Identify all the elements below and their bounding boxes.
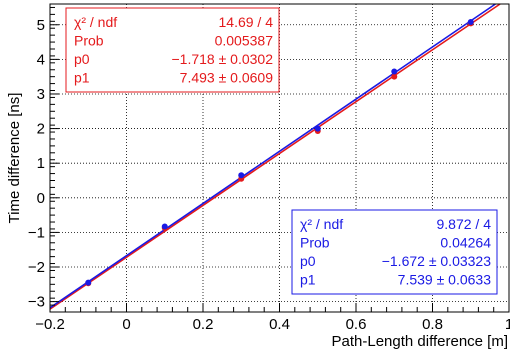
x-tick-label: 0 [122, 316, 130, 333]
stat-value: −1.672 ± 0.03323 [382, 253, 491, 269]
y-tick-label: 0 [37, 190, 45, 207]
x-tick-label: 1 [505, 316, 510, 333]
data-points [85, 18, 474, 287]
axis-ticks [49, 6, 510, 313]
stat-label: p1 [74, 70, 90, 86]
x-tick-labels: −0.2 0 0.2 0.4 0.6 0.8 1 [35, 316, 510, 333]
y-tick-label: 4 [37, 51, 45, 68]
stat-box-bottom-right: χ² / ndf 9.872 / 4 Prob 0.04264 p0 −1.672 ± 0… [291, 209, 498, 295]
x-axis-label: Path-Length difference [m] [332, 333, 509, 350]
x-tick-label: 0.6 [346, 316, 367, 333]
fit-stat-boxes: χ² / ndf 14.69 / 4 Prob 0.005387 p0 −1.718 ± … [65, 7, 498, 295]
stat-value: 7.493 ± 0.0609 [180, 70, 274, 86]
stat-label: p0 [74, 51, 90, 67]
y-tick-label: 5 [37, 17, 45, 34]
stat-label: p0 [300, 253, 316, 269]
x-tick-label: 0.4 [269, 316, 290, 333]
y-tick-label: −1 [28, 224, 45, 241]
fit-line-1 [49, 3, 496, 309]
data-point [314, 125, 321, 132]
data-point [238, 172, 245, 179]
y-tick-label: −2 [28, 259, 45, 276]
fit-line-0 [49, 3, 501, 310]
fit-lines [49, 3, 501, 310]
stat-value: 0.04264 [440, 235, 491, 251]
stat-value: 7.539 ± 0.0633 [398, 272, 492, 288]
x-tick-label: −0.2 [35, 316, 65, 333]
stat-label: χ² / ndf [300, 216, 343, 232]
data-point [391, 73, 398, 80]
stat-label: p1 [300, 272, 316, 288]
data-point [467, 18, 474, 25]
y-tick-label: 3 [37, 86, 45, 103]
data-point [391, 68, 398, 75]
stat-label: Prob [300, 235, 330, 251]
stat-box-top-left: χ² / ndf 14.69 / 4 Prob 0.005387 p0 −1.718 ± … [65, 7, 280, 93]
stat-value: 14.69 / 4 [219, 14, 274, 30]
data-point [161, 223, 168, 230]
y-tick-label: 2 [37, 121, 45, 138]
stat-value: −1.718 ± 0.0302 [172, 51, 274, 67]
y-axis-label: Time difference [ns] [6, 93, 23, 224]
stat-value: 9.872 / 4 [437, 216, 492, 232]
stat-label: χ² / ndf [74, 14, 117, 30]
stat-label: Prob [74, 33, 104, 49]
y-tick-label: 1 [37, 155, 45, 172]
x-tick-label: 0.2 [193, 316, 214, 333]
stat-box-frame [291, 209, 498, 295]
x-tick-label: 0.8 [422, 316, 443, 333]
y-tick-label: −3 [28, 294, 45, 311]
y-tick-labels: −3 −2 −1 0 1 2 3 4 5 [28, 17, 45, 311]
stat-box-frame [65, 7, 280, 93]
stat-value: 0.005387 [215, 33, 274, 49]
data-point [85, 279, 92, 286]
